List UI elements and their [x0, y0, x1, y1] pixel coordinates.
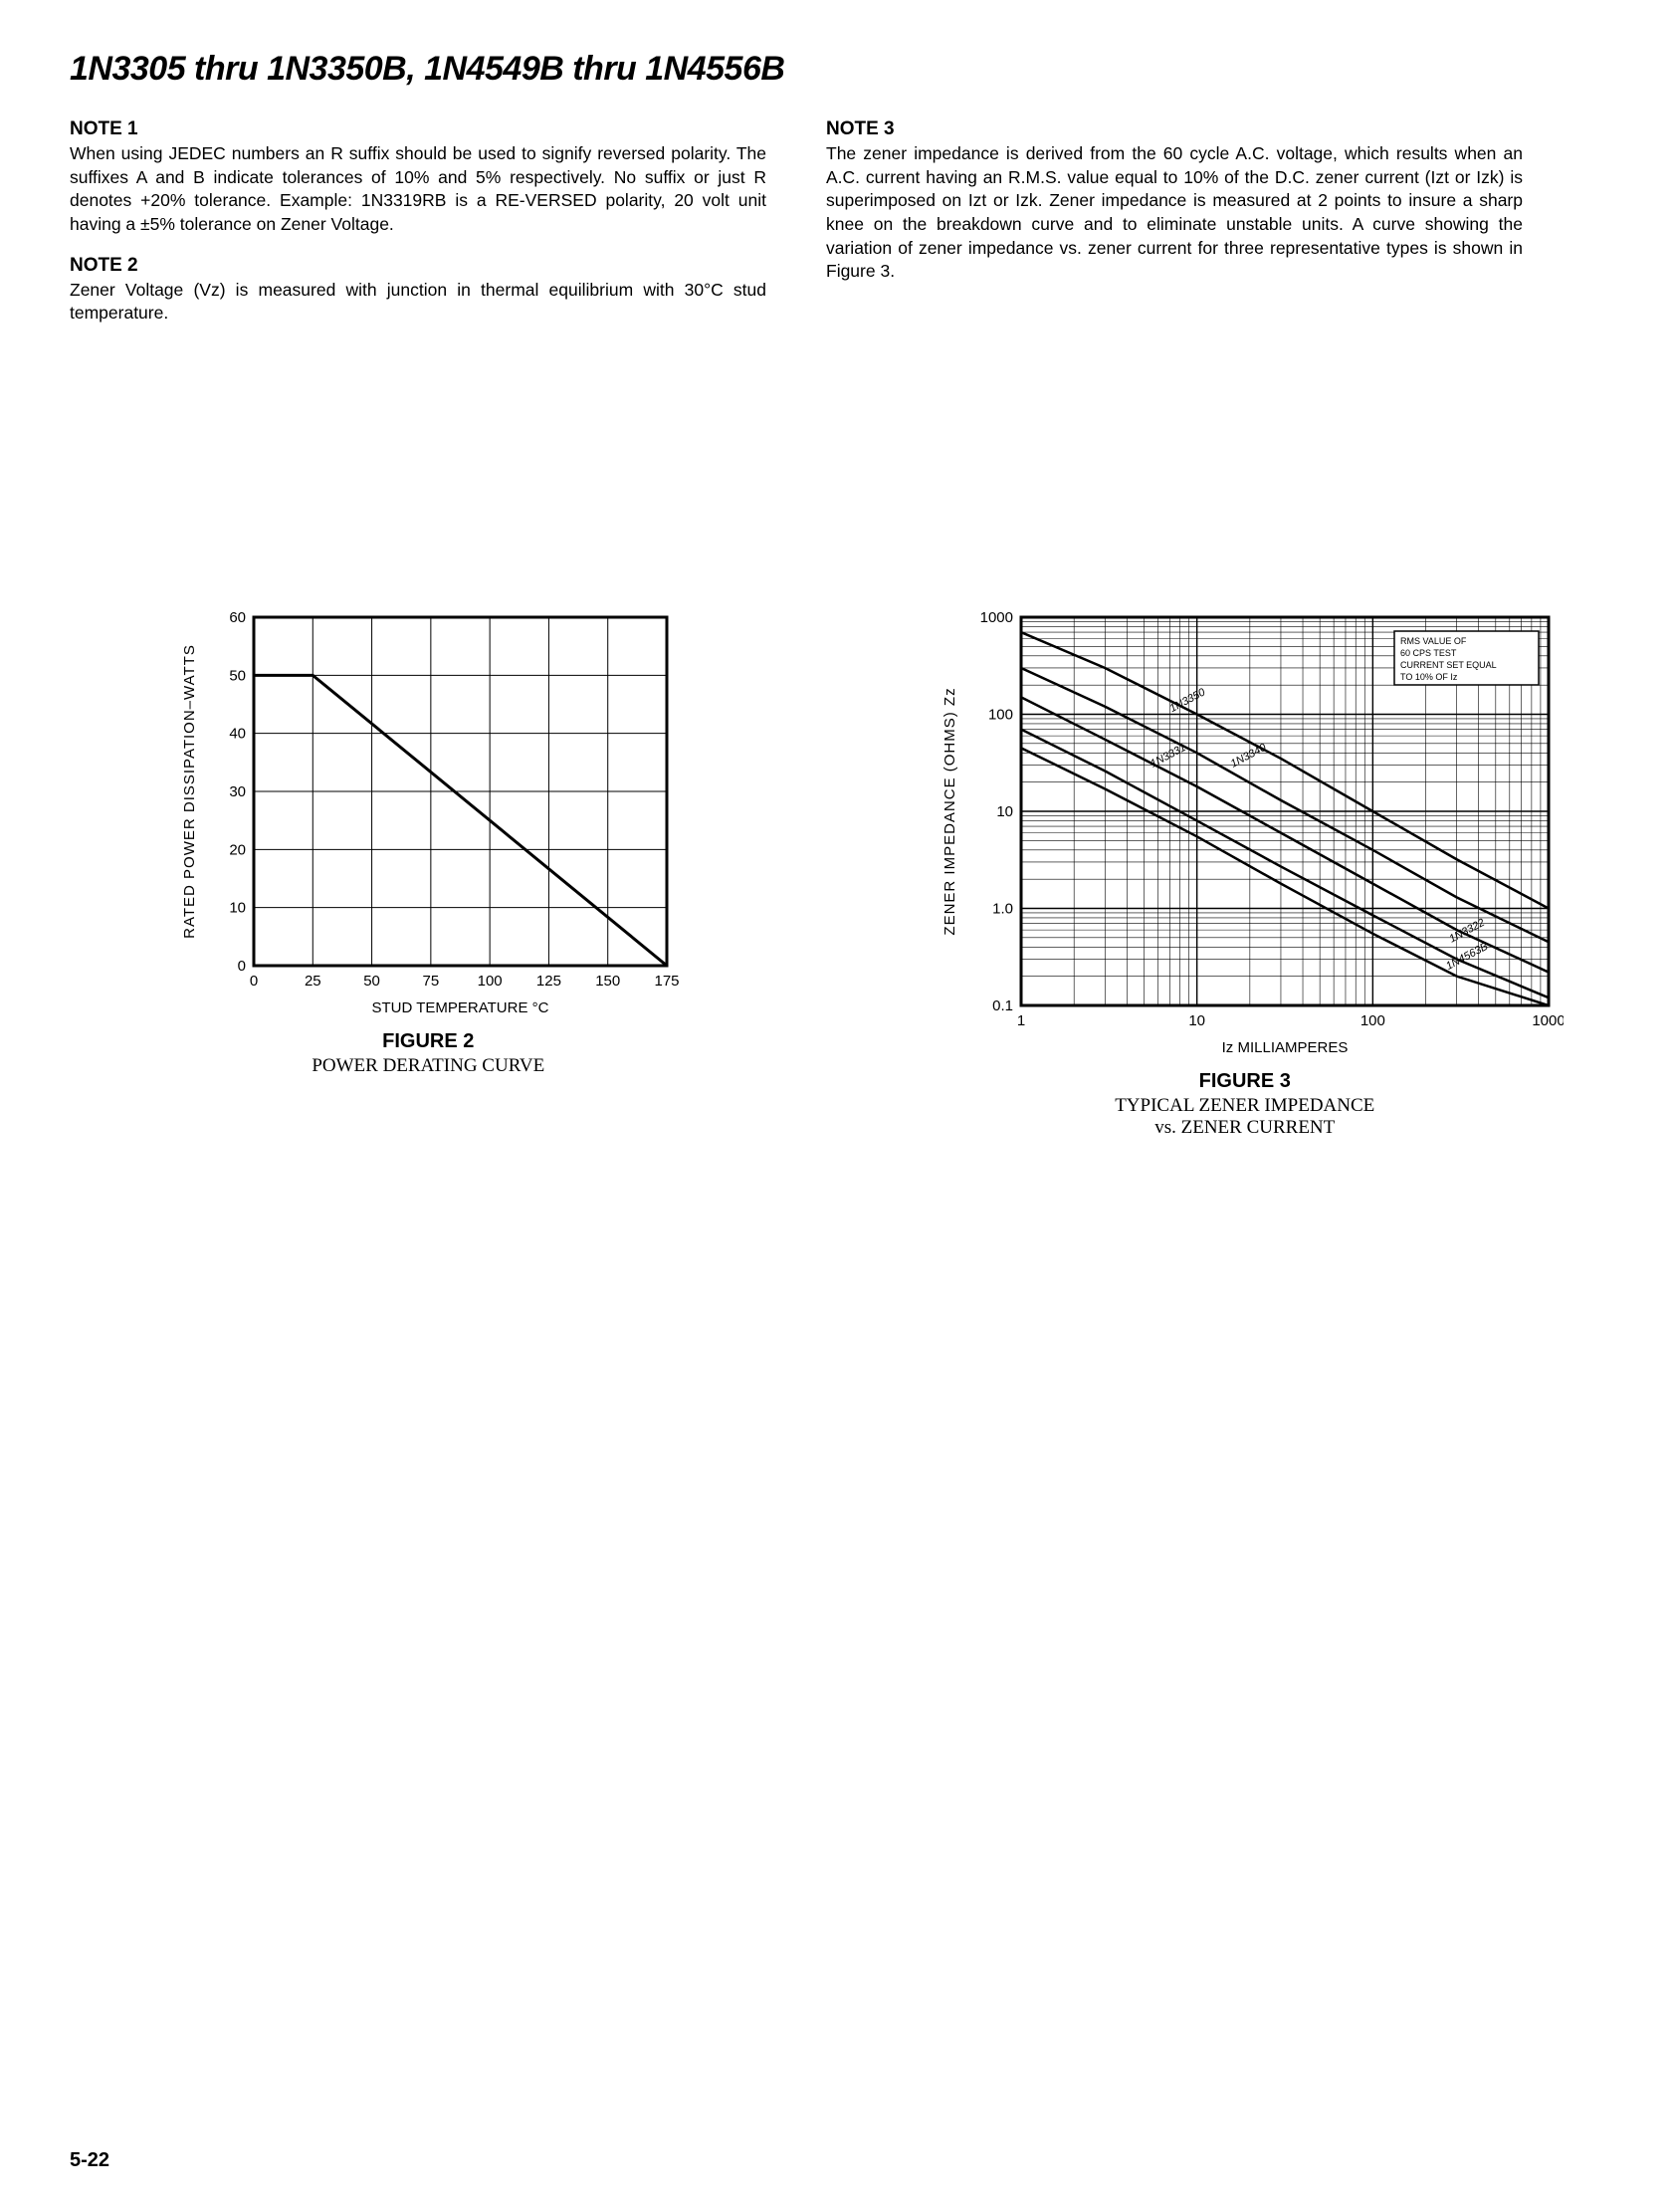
- figure3-caption-line1: TYPICAL ZENER IMPEDANCE: [887, 1095, 1604, 1117]
- svg-text:60 CPS TEST: 60 CPS TEST: [1400, 648, 1457, 658]
- note1-heading: NOTE 1: [70, 118, 766, 140]
- svg-text:RMS VALUE OF: RMS VALUE OF: [1400, 636, 1467, 646]
- note1-body: When using JEDEC numbers an R suffix sho…: [70, 142, 766, 237]
- notes-left-column: NOTE 1 When using JEDEC numbers an R suf…: [70, 118, 766, 343]
- figure2-caption: POWER DERATING CURVE: [70, 1055, 787, 1077]
- svg-text:STUD TEMPERATURE °C: STUD TEMPERATURE °C: [372, 999, 549, 1016]
- note2-body: Zener Voltage (Vz) is measured with junc…: [70, 279, 766, 326]
- note3-body: The zener impedance is derived from the …: [826, 142, 1523, 284]
- notes-section: NOTE 1 When using JEDEC numbers an R suf…: [70, 118, 1603, 343]
- page-title: 1N3305 thru 1N3350B, 1N4549B thru 1N4556…: [70, 50, 1603, 89]
- svg-text:40: 40: [230, 725, 247, 742]
- svg-text:1.0: 1.0: [992, 900, 1013, 917]
- figure3-chart: 11010010000.11.01010010001N33501N33401N3…: [927, 602, 1564, 1060]
- page-number: 5-22: [70, 2149, 109, 2172]
- svg-text:20: 20: [230, 841, 247, 858]
- svg-text:ZENER IMPEDANCE (OHMS) Zz: ZENER IMPEDANCE (OHMS) Zz: [941, 687, 958, 935]
- svg-text:1000: 1000: [979, 609, 1012, 626]
- figure3-title: FIGURE 3: [887, 1070, 1604, 1093]
- figure2-block: 0 25 50 75 100 125 150 175 0 10 20 30 40 50 60 STUD TEM…: [70, 602, 787, 1077]
- notes-right-column: NOTE 3 The zener impedance is derived fr…: [826, 118, 1523, 343]
- figure2-title: FIGURE 2: [70, 1030, 787, 1053]
- svg-text:RATED POWER DISSIPATION–WATTS: RATED POWER DISSIPATION–WATTS: [181, 644, 198, 939]
- svg-text:0: 0: [238, 958, 246, 975]
- note2-heading: NOTE 2: [70, 255, 766, 277]
- svg-text:CURRENT SET EQUAL: CURRENT SET EQUAL: [1400, 660, 1497, 670]
- svg-text:0.1: 0.1: [992, 997, 1013, 1014]
- svg-text:30: 30: [230, 783, 247, 800]
- svg-text:100: 100: [988, 706, 1013, 723]
- svg-text:10: 10: [230, 899, 247, 916]
- svg-text:10: 10: [996, 803, 1013, 820]
- svg-text:TO 10% OF Iz: TO 10% OF Iz: [1400, 672, 1458, 682]
- svg-text:10: 10: [1188, 1012, 1205, 1029]
- svg-text:60: 60: [230, 609, 247, 626]
- svg-text:175: 175: [655, 973, 680, 990]
- figures-row: 0 25 50 75 100 125 150 175 0 10 20 30 40 50 60 STUD TEM…: [70, 602, 1603, 1139]
- figure3-block: 11010010000.11.01010010001N33501N33401N3…: [887, 602, 1604, 1139]
- svg-text:100: 100: [1360, 1012, 1385, 1029]
- svg-text:1000: 1000: [1532, 1012, 1564, 1029]
- figure3-caption-line2: vs. ZENER CURRENT: [887, 1117, 1604, 1139]
- figure2-chart: 0 25 50 75 100 125 150 175 0 10 20 30 40 50 60 STUD TEM…: [169, 602, 687, 1020]
- svg-text:150: 150: [595, 973, 620, 990]
- note3-heading: NOTE 3: [826, 118, 1523, 140]
- svg-text:125: 125: [536, 973, 561, 990]
- svg-text:0: 0: [250, 973, 258, 990]
- svg-text:25: 25: [305, 973, 321, 990]
- svg-text:1: 1: [1017, 1012, 1025, 1029]
- svg-text:75: 75: [423, 973, 440, 990]
- svg-text:Iz MILLIAMPERES: Iz MILLIAMPERES: [1221, 1039, 1348, 1056]
- svg-text:50: 50: [363, 973, 380, 990]
- svg-text:50: 50: [230, 667, 247, 684]
- svg-text:100: 100: [478, 973, 503, 990]
